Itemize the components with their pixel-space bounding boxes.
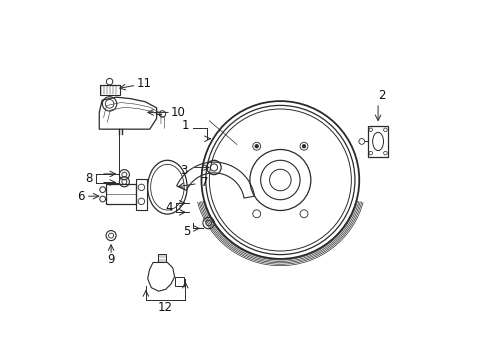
Circle shape <box>302 144 305 148</box>
Circle shape <box>254 144 258 148</box>
Text: 5: 5 <box>183 225 190 238</box>
Text: 10: 10 <box>171 106 185 119</box>
Text: 4: 4 <box>165 202 173 215</box>
Text: 7: 7 <box>201 176 208 189</box>
Text: 12: 12 <box>158 301 173 314</box>
Bar <box>105 184 136 204</box>
Text: 2: 2 <box>377 89 385 102</box>
Text: 11: 11 <box>137 77 152 90</box>
Text: 1: 1 <box>181 119 189 132</box>
Text: 6: 6 <box>77 190 85 203</box>
Text: 9: 9 <box>107 253 115 266</box>
Bar <box>100 85 120 95</box>
Text: 8: 8 <box>84 172 92 185</box>
Bar <box>136 179 146 210</box>
Bar <box>367 126 387 157</box>
Text: 3: 3 <box>180 164 187 177</box>
